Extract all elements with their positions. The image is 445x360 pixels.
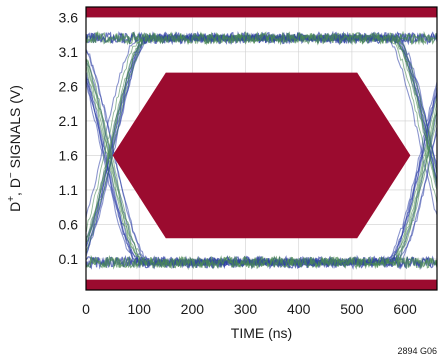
signal-rail-trace — [86, 255, 437, 270]
figure-id: 2894 G06 — [397, 346, 437, 356]
x-tick-label: 500 — [340, 301, 364, 317]
y-axis-label-d-minus: , D — [7, 178, 23, 196]
y-tick-label: 0.6 — [59, 216, 79, 232]
x-tick-label: 100 — [128, 301, 152, 317]
eye-mask — [86, 7, 437, 290]
mask-band-top — [86, 7, 437, 18]
y-axis-label-signals: SIGNALS (V) — [7, 85, 23, 172]
y-axis-label-d-plus: D — [7, 202, 23, 212]
y-tick-label: 3.6 — [59, 9, 79, 25]
x-axis-label: TIME (ns) — [231, 325, 292, 341]
y-axis-label-minus-sup: − — [6, 172, 17, 178]
y-axis-label-plus-sup: + — [6, 196, 17, 202]
x-tick-label: 600 — [393, 301, 417, 317]
signal-rail-trace — [86, 31, 437, 46]
x-tick-label: 200 — [181, 301, 205, 317]
y-axis-label: D+, D− SIGNALS (V) — [6, 85, 23, 212]
x-tick-label: 300 — [234, 301, 258, 317]
signal-traces — [86, 30, 437, 271]
y-tick-label: 1.1 — [59, 182, 79, 198]
y-tick-label: 2.6 — [59, 78, 79, 94]
plot-frame — [85, 6, 438, 291]
x-tick-labels: 0 100 200 300 400 500 600 — [82, 301, 417, 317]
y-tick-label: 2.1 — [59, 113, 79, 129]
y-tick-label: 0.1 — [59, 251, 79, 267]
x-tick-label: 0 — [82, 301, 90, 317]
mask-band-bottom — [86, 279, 437, 290]
y-tick-label: 1.6 — [59, 147, 79, 163]
mask-hexagon — [112, 72, 411, 239]
y-tick-labels: 0.1 0.6 1.1 1.6 2.1 2.6 3.1 3.6 — [59, 9, 79, 267]
y-tick-label: 3.1 — [59, 44, 79, 60]
x-tick-label: 400 — [287, 301, 311, 317]
